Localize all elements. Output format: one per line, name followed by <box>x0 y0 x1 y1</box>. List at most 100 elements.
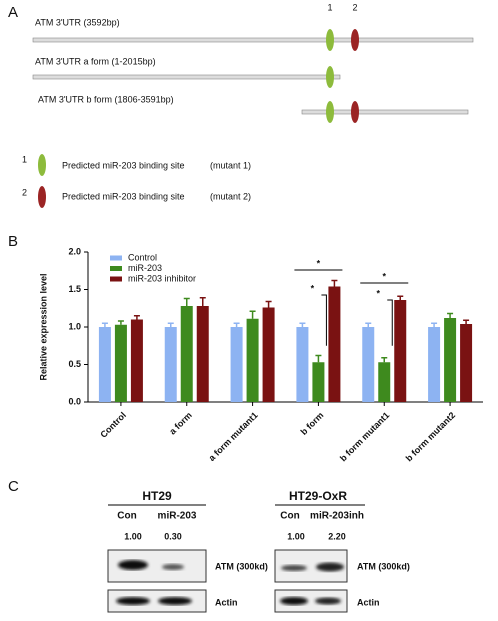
error-bar <box>233 322 240 327</box>
bar <box>130 319 143 402</box>
quant-label: 0.30 <box>164 531 182 541</box>
legend-site-2 <box>38 186 46 208</box>
site-2 <box>351 29 359 51</box>
error-bar <box>101 322 108 327</box>
bar <box>196 306 209 402</box>
error-bar <box>117 320 124 325</box>
band <box>281 565 307 571</box>
construct-label: ATM 3'UTR b form (1806-3591bp) <box>38 94 174 104</box>
bar <box>246 318 259 402</box>
error-bar <box>167 322 174 327</box>
panel-label: A <box>8 4 18 21</box>
legend-number: 2 <box>22 187 27 197</box>
bar <box>312 362 325 402</box>
legend-swatch <box>110 276 122 282</box>
error-bar <box>249 310 256 319</box>
error-bar <box>397 295 404 300</box>
bar <box>164 327 177 402</box>
bar <box>428 327 441 402</box>
bar <box>230 327 243 402</box>
sig-star: * <box>382 271 386 281</box>
panel-label: B <box>8 233 18 250</box>
bar <box>98 327 111 402</box>
sig-star: * <box>311 283 315 293</box>
x-tick-label: b form mutant1 <box>338 410 391 463</box>
error-bar <box>299 322 306 327</box>
bar <box>296 327 309 402</box>
band <box>158 597 192 605</box>
bar <box>460 324 473 402</box>
band <box>315 597 341 605</box>
quant-label: 1.00 <box>287 531 305 541</box>
site-number: 1 <box>327 2 332 12</box>
quant-label: 2.20 <box>328 531 346 541</box>
y-tick-label: 1.0 <box>68 321 81 331</box>
blot-label: Actin <box>357 597 380 607</box>
error-bar <box>183 297 190 306</box>
error-bar <box>199 297 206 306</box>
sig-star: * <box>376 288 380 298</box>
x-tick-label: b form mutant2 <box>404 410 457 463</box>
blot-label: ATM (300kd) <box>357 561 410 571</box>
x-tick-label: a form <box>167 410 194 437</box>
error-bar <box>463 319 470 324</box>
utr-bar <box>32 37 474 43</box>
site-1 <box>326 101 334 123</box>
error-bar <box>133 315 140 320</box>
construct-label: ATM 3'UTR (3592bp) <box>35 17 120 27</box>
blot-label: ATM (300kd) <box>215 561 268 571</box>
error-bar <box>315 354 322 363</box>
bar <box>328 286 341 402</box>
legend-label: miR-203 <box>128 263 162 273</box>
blot-title: HT29 <box>142 489 172 503</box>
band <box>116 597 150 605</box>
y-tick-label: 1.5 <box>68 284 81 294</box>
error-bar <box>265 300 272 308</box>
blot <box>274 589 348 613</box>
sig-star: * <box>317 258 321 268</box>
error-bar <box>331 279 338 287</box>
blot-label: Actin <box>215 597 238 607</box>
panel-label: C <box>8 478 19 495</box>
band <box>118 560 148 570</box>
error-bar <box>431 322 438 327</box>
quant-label: 1.00 <box>124 531 142 541</box>
y-axis-label: Relative expression level <box>38 273 48 380</box>
utr-bar <box>32 74 341 80</box>
band <box>280 597 308 605</box>
legend-note: (mutant 1) <box>210 160 251 170</box>
site-2 <box>351 101 359 123</box>
legend-number: 1 <box>22 154 27 164</box>
y-tick-label: 2.0 <box>68 246 81 256</box>
x-tick-label: a form mutant1 <box>207 410 260 463</box>
legend-swatch <box>110 255 122 261</box>
error-bar <box>447 312 454 318</box>
site-1 <box>326 66 334 88</box>
legend-text: Predicted miR-203 binding site <box>62 160 185 170</box>
x-tick-label: b form <box>299 410 326 437</box>
lane-label: Con <box>117 511 136 522</box>
legend-label: miR-203 inhibitor <box>128 273 196 283</box>
bar <box>262 307 275 402</box>
y-tick-label: 0.0 <box>68 396 81 406</box>
band <box>316 562 344 572</box>
utr-bar <box>301 109 469 115</box>
error-bar <box>365 322 372 327</box>
bar <box>394 300 407 402</box>
bar <box>444 318 457 402</box>
lane-label: Con <box>280 511 299 522</box>
blot <box>107 589 207 613</box>
band <box>162 564 184 570</box>
site-number: 2 <box>352 2 357 12</box>
legend-text: Predicted miR-203 binding site <box>62 191 185 201</box>
legend-swatch <box>110 266 122 271</box>
site-1 <box>326 29 334 51</box>
legend-label: Control <box>128 252 157 262</box>
lane-label: miR-203 <box>158 511 197 522</box>
bar <box>378 362 391 402</box>
bar <box>114 324 127 402</box>
error-bar <box>381 357 388 363</box>
bar <box>180 306 193 402</box>
y-tick-label: 0.5 <box>68 359 81 369</box>
